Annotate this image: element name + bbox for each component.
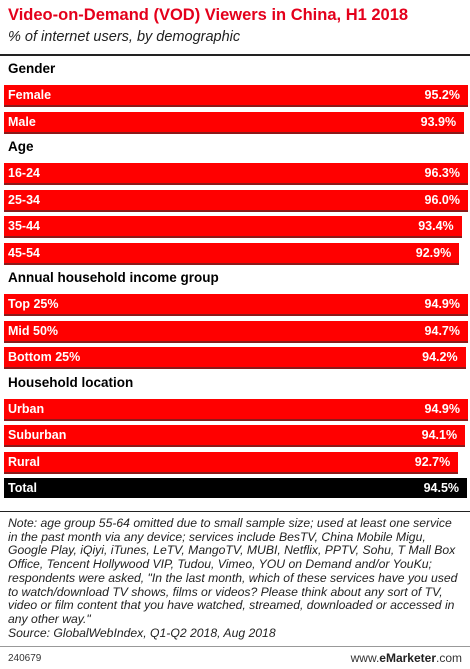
chart-subtitle: % of internet users, by demographic [8, 29, 241, 45]
bar-35-44 [4, 216, 462, 236]
chart-title: Video-on-Demand (VOD) Viewers in China, … [8, 6, 409, 24]
bar-shadow-35-44 [4, 236, 462, 238]
bar-label-total: Total [8, 481, 37, 495]
note-text: Note: age group 55-64 omitted due to sma… [8, 516, 458, 626]
header-divider [0, 54, 470, 56]
bar-value-45-54: 92.9% [415, 245, 452, 260]
bar-shadow-rural [4, 471, 459, 474]
bar-top-25 [4, 294, 468, 314]
bar-shadow-mid-50 [4, 340, 468, 343]
bar-male [4, 111, 465, 132]
bar-label-male: Male [8, 114, 36, 129]
bar-label-female: Female [8, 88, 52, 102]
bar-value-male: 93.9% [420, 114, 457, 129]
bar-shadow-16-24 [4, 183, 468, 185]
bar-label-suburban: Suburban [8, 428, 67, 442]
bar-value-mid-50: 94.7% [424, 323, 460, 338]
bar-label-bottom-25: Bottom 25% [8, 350, 81, 364]
bar-label-urban: Urban [8, 401, 45, 416]
brand-name: eMarketer [379, 651, 436, 665]
bar-shadow-male [4, 131, 465, 134]
bar-16-24 [4, 163, 468, 183]
group-label-gender: Gender [8, 61, 56, 76]
bar-label-top-25: Top 25% [8, 297, 59, 311]
bar-shadow-urban [4, 418, 468, 421]
bar-label-mid-50: Mid 50% [8, 323, 59, 338]
bar-shadow-female [4, 105, 468, 107]
bar-value-top-25: 94.9% [424, 297, 460, 311]
footer-divider [0, 646, 470, 647]
chart-id: 240679 [8, 653, 42, 664]
bar-label-25-34: 25-34 [8, 192, 40, 207]
group-label-household-location: Household location [8, 374, 134, 390]
bar-label-rural: Rural [8, 454, 40, 469]
group-label-annual-household-income-group: Annual household income group [8, 270, 219, 285]
bar-label-35-44: 35-44 [8, 219, 40, 233]
bar-suburban [4, 425, 466, 445]
bar-label-16-24: 16-24 [8, 166, 40, 180]
bar-rural [4, 451, 459, 472]
bar-value-suburban: 94.1% [421, 428, 458, 442]
bar-value-rural: 92.7% [414, 454, 451, 469]
bar-total [4, 478, 468, 498]
source-text: Source: GlobalWebIndex, Q1-Q2 2018, Aug … [8, 625, 276, 640]
brand-prefix: www. [350, 651, 380, 665]
bar-female [4, 85, 468, 105]
bar-shadow-top-25 [4, 314, 468, 316]
bar-shadow-suburban [4, 445, 466, 447]
bar-25-34 [4, 189, 468, 210]
bar-45-54 [4, 242, 460, 263]
bar-value-25-34: 96.0% [424, 192, 460, 207]
bar-shadow-bottom-25 [4, 367, 466, 369]
bar-shadow-45-54 [4, 262, 460, 265]
bar-label-45-54: 45-54 [8, 245, 40, 260]
note-divider [0, 511, 470, 512]
bar-bottom-25 [4, 347, 466, 367]
brand-suffix: .com [435, 651, 462, 665]
bar-urban [4, 398, 468, 419]
bar-value-16-24: 96.3% [424, 166, 460, 180]
bar-value-urban: 94.9% [424, 401, 460, 416]
bar-value-total: 94.5% [423, 481, 460, 495]
bar-value-35-44: 93.4% [418, 219, 454, 233]
group-label-age: Age [8, 139, 34, 154]
bar-value-bottom-25: 94.2% [422, 350, 458, 364]
bar-shadow-25-34 [4, 209, 468, 212]
brand-link[interactable]: www.eMarketer.com [351, 651, 462, 665]
chart-note: Note: age group 55-64 omitted due to sma… [8, 516, 464, 640]
bar-mid-50 [4, 320, 468, 341]
bar-value-female: 95.2% [424, 88, 460, 102]
